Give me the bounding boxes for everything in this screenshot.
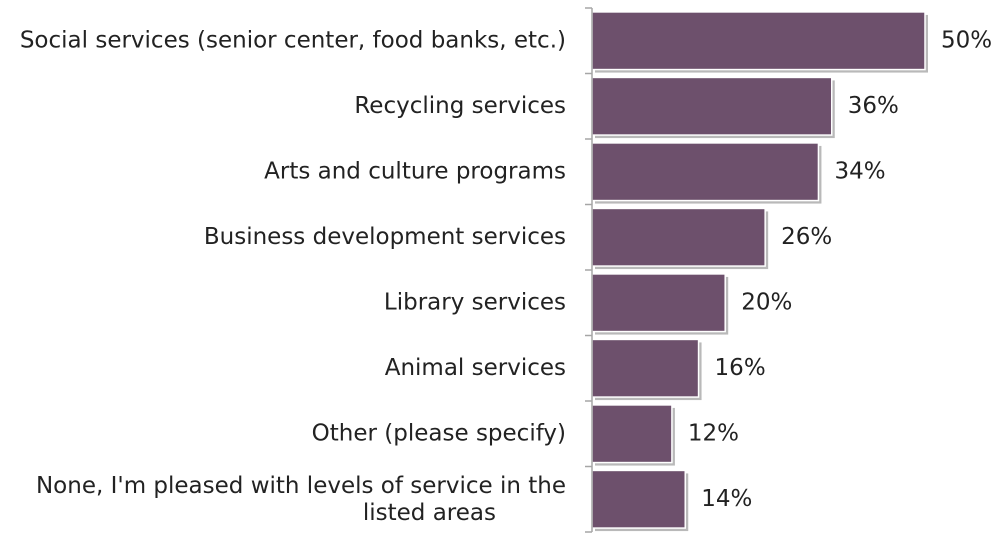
value-label: 26% xyxy=(781,224,832,250)
value-label: 14% xyxy=(701,486,752,512)
category-labels: Social services (senior center, food ban… xyxy=(20,27,566,525)
category-label-line: None, I'm pleased with levels of service… xyxy=(36,472,566,498)
category-label-line: listed areas xyxy=(363,499,496,525)
value-labels: 50% 36% 34% 26% 20% 16% 12% 14% xyxy=(688,27,992,512)
bar xyxy=(591,207,766,267)
category-label: None, I'm pleased with levels of service… xyxy=(36,472,566,525)
value-label: 16% xyxy=(715,355,766,381)
value-label: 20% xyxy=(741,289,792,315)
bar xyxy=(591,338,700,398)
category-label: Social services (senior center, food ban… xyxy=(20,27,566,53)
category-label: Other (please specify) xyxy=(312,420,566,446)
bars-layer xyxy=(591,11,928,532)
bar xyxy=(591,11,926,71)
value-label: 36% xyxy=(848,93,899,119)
y-axis-ticks xyxy=(585,7,592,533)
category-label: Library services xyxy=(384,289,566,315)
bar xyxy=(591,273,726,333)
bar xyxy=(591,404,673,464)
category-label: Arts and culture programs xyxy=(264,158,566,184)
category-label: Animal services xyxy=(385,355,566,381)
category-label: Business development services xyxy=(204,224,566,250)
bar xyxy=(591,76,833,136)
category-label: Recycling services xyxy=(354,93,566,119)
value-label: 12% xyxy=(688,420,739,446)
value-label: 50% xyxy=(941,27,992,53)
bar xyxy=(591,142,820,202)
value-label: 34% xyxy=(834,158,885,184)
bar xyxy=(591,469,686,529)
